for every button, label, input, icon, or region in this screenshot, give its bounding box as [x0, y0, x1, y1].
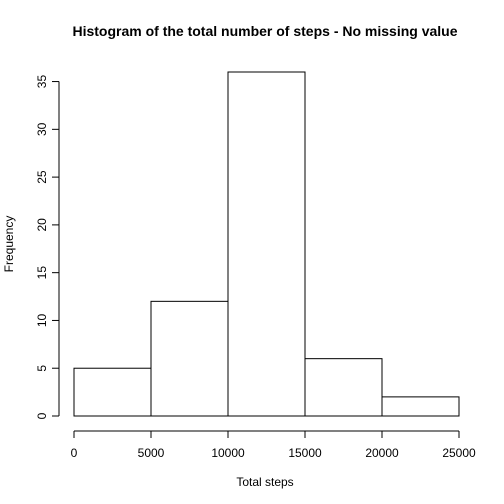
- y-axis: 0 5 10 15 20 25 30 35: [35, 75, 60, 419]
- x-tick-label-0: 0: [71, 446, 78, 460]
- x-axis: 0 5000 10000 15000 20000 25000: [71, 430, 476, 460]
- x-tick-label-2: 10000: [211, 446, 245, 460]
- x-tick-label-5: 25000: [442, 446, 476, 460]
- y-tick-label-3: 15: [35, 266, 49, 280]
- y-tick-label-2: 10: [35, 313, 49, 327]
- y-tick-label-5: 25: [35, 170, 49, 184]
- y-tick-label-1: 5: [35, 365, 49, 372]
- x-axis-label: Total steps: [236, 475, 293, 489]
- bars-group: [73, 71, 460, 417]
- histogram-bar-2: [227, 71, 306, 417]
- y-axis-label: Frequency: [2, 216, 16, 273]
- y-tick-label-6: 30: [35, 122, 49, 136]
- histogram-bar-1: [150, 300, 229, 417]
- x-tick-label-3: 15000: [288, 446, 322, 460]
- histogram-bar-0: [73, 367, 152, 417]
- y-tick-label-0: 0: [35, 412, 49, 419]
- histogram-bar-3: [304, 358, 383, 417]
- histogram-bar-4: [381, 396, 460, 417]
- x-tick-label-4: 20000: [365, 446, 399, 460]
- y-tick-label-4: 20: [35, 218, 49, 232]
- x-tick-label-1: 5000: [138, 446, 165, 460]
- chart-title: Histogram of the total number of steps -…: [72, 23, 457, 39]
- y-tick-label-7: 35: [35, 75, 49, 89]
